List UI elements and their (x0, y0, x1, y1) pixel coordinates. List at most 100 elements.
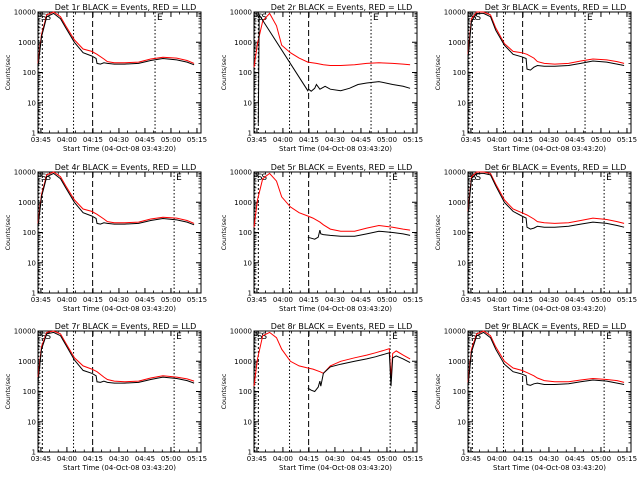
x-tick-label: 05:00 (161, 136, 181, 144)
marker-label: S (471, 173, 477, 183)
x-tick-label: 04:00 (57, 136, 77, 144)
x-axis-label: Start Time (04-Oct-08 03:43:20) (493, 145, 606, 153)
y-tick-label: 1000 (18, 39, 36, 47)
x-tick-label: 05:15 (187, 455, 207, 463)
y-tick-label: 10000 (444, 9, 466, 17)
x-tick-label: 04:00 (487, 136, 507, 144)
marker-label: S (261, 13, 267, 23)
lld-series-line (253, 331, 411, 387)
plot-frame (253, 330, 418, 453)
x-tick-label: 04:00 (57, 296, 77, 304)
x-tick-label: 05:15 (187, 136, 207, 144)
y-axis-label: Counts/sec (4, 54, 12, 90)
x-tick-label: 04:45 (351, 455, 371, 463)
y-tick-label: 100 (23, 229, 36, 237)
plot-frame (37, 171, 202, 294)
marker-label: E (176, 332, 182, 342)
x-tick-label: 05:00 (161, 296, 181, 304)
events-series-line (257, 13, 411, 124)
panel-title: Det 5r BLACK = Events, RED = LLD (271, 163, 413, 172)
panel-title: Det 7r BLACK = Events, RED = LLD (55, 322, 197, 331)
x-tick-label: 04:00 (57, 455, 77, 463)
detector-panel: Det 5r BLACK = Events, RED = LLD 1 10 100 10… (220, 163, 423, 313)
y-axis-label: Counts/sec (434, 373, 442, 409)
panel-title: Det 2r BLACK = Events, RED = LLD (271, 3, 413, 12)
x-tick-label: 05:00 (377, 455, 397, 463)
x-tick-label: 04:15 (513, 296, 533, 304)
x-tick-label: 05:15 (187, 296, 207, 304)
marker-label: S (257, 13, 263, 23)
y-tick-label: 1 (462, 130, 466, 138)
detector-panel: Det 7r BLACK = Events, RED = LLD 1 10 100 10… (4, 322, 207, 472)
detector-panel: Det 8r BLACK = Events, RED = LLD 1 10 100 10… (220, 322, 423, 472)
x-tick-label: 03:45 (247, 455, 267, 463)
y-axis-label: Counts/sec (434, 54, 442, 90)
y-tick-label: 1 (462, 290, 466, 298)
y-axis-label: Counts/sec (434, 214, 442, 250)
events-series-line (307, 229, 411, 240)
x-tick-label: 04:30 (539, 296, 559, 304)
y-tick-label: 1000 (448, 358, 466, 366)
x-tick-label: 04:45 (565, 136, 585, 144)
marker-label: S (41, 332, 47, 342)
plot-frame (467, 171, 632, 294)
panel-title: Det 3r BLACK = Events, RED = LLD (485, 3, 627, 12)
x-tick-label: 05:00 (591, 455, 611, 463)
x-tick-label: 05:00 (377, 136, 397, 144)
marker-label: E (392, 332, 398, 342)
x-axis-label: Start Time (04-Oct-08 03:43:20) (63, 464, 176, 472)
x-axis-label: Start Time (04-Oct-08 03:43:20) (63, 305, 176, 313)
y-tick-label: 10 (243, 259, 252, 267)
y-tick-label: 100 (239, 388, 252, 396)
y-tick-label: 100 (453, 388, 466, 396)
x-axis-label: Start Time (04-Oct-08 03:43:20) (493, 305, 606, 313)
y-tick-label: 10 (243, 99, 252, 107)
panel-title: Det 8r BLACK = Events, RED = LLD (271, 322, 413, 331)
x-axis-label: Start Time (04-Oct-08 03:43:20) (279, 145, 392, 153)
y-tick-label: 100 (453, 69, 466, 77)
marker-label: S (41, 13, 47, 23)
y-tick-label: 10000 (14, 9, 36, 17)
panel-title: Det 1r BLACK = Events, RED = LLD (55, 3, 197, 12)
plot-frame (37, 330, 202, 453)
plot-frame (253, 11, 418, 134)
x-tick-label: 05:15 (617, 455, 637, 463)
x-axis-label: Start Time (04-Oct-08 03:43:20) (493, 464, 606, 472)
x-tick-label: 04:00 (487, 455, 507, 463)
x-tick-label: 04:00 (273, 455, 293, 463)
y-tick-label: 1 (32, 130, 36, 138)
x-tick-label: 03:45 (31, 455, 51, 463)
y-tick-label: 100 (239, 229, 252, 237)
x-tick-label: 04:00 (487, 296, 507, 304)
x-tick-label: 05:15 (403, 296, 423, 304)
marker-label: S (261, 332, 267, 342)
plot-frame (37, 11, 202, 134)
y-tick-label: 10 (457, 418, 466, 426)
y-tick-label: 10000 (230, 9, 252, 17)
x-tick-label: 04:15 (83, 455, 103, 463)
events-series-line (37, 12, 195, 68)
lld-series-line (467, 330, 625, 383)
x-tick-label: 04:00 (273, 136, 293, 144)
x-tick-label: 03:45 (31, 136, 51, 144)
x-tick-label: 04:15 (513, 455, 533, 463)
marker-label: S (45, 173, 51, 183)
x-tick-label: 05:00 (591, 296, 611, 304)
x-tick-label: 04:15 (83, 296, 103, 304)
marker-label: S (41, 173, 47, 183)
y-tick-label: 10000 (230, 169, 252, 177)
lld-series-line (253, 172, 411, 232)
y-axis-label: Counts/sec (220, 54, 228, 90)
y-tick-label: 10 (243, 418, 252, 426)
lld-series-line (37, 330, 195, 383)
y-tick-label: 1 (248, 130, 252, 138)
x-tick-label: 05:00 (161, 455, 181, 463)
detector-panel: Det 6r BLACK = Events, RED = LLD 1 10 100 10… (434, 163, 637, 313)
panel-title: Det 4r BLACK = Events, RED = LLD (55, 163, 197, 172)
y-tick-label: 10000 (444, 169, 466, 177)
lld-series-line (37, 11, 195, 64)
x-tick-label: 04:15 (513, 136, 533, 144)
x-tick-label: 04:15 (83, 136, 103, 144)
x-axis-label: Start Time (04-Oct-08 03:43:20) (63, 145, 176, 153)
